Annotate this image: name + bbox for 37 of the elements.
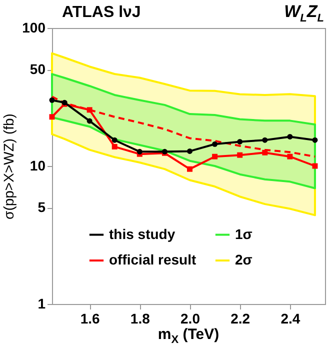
point xyxy=(136,148,142,154)
point xyxy=(112,137,118,143)
legend-label: this study xyxy=(109,226,176,242)
x-tick-label: 2.0 xyxy=(180,310,200,326)
x-tick-label: 1.6 xyxy=(80,310,100,326)
point xyxy=(237,138,243,144)
point xyxy=(262,150,268,156)
point xyxy=(312,163,318,169)
x-tick-label: 1.8 xyxy=(130,310,150,326)
point xyxy=(86,118,92,124)
text: W$_{L}$Z$_{L}$ xyxy=(284,2,324,24)
point xyxy=(237,152,243,158)
point xyxy=(287,154,293,160)
point xyxy=(212,141,218,147)
point xyxy=(312,137,318,143)
point xyxy=(287,134,293,140)
point xyxy=(86,107,92,113)
y-tick-label: 10 xyxy=(30,158,46,174)
x-tick-label: 2.4 xyxy=(280,310,300,326)
point xyxy=(187,166,192,172)
x-tick-label: 2.2 xyxy=(230,310,250,326)
y-tick-label: 100 xyxy=(22,20,46,36)
point xyxy=(187,148,192,154)
point xyxy=(212,154,218,160)
legend-label: official result xyxy=(109,252,196,268)
legend-label: 1σ xyxy=(235,226,253,242)
point xyxy=(262,137,268,143)
point xyxy=(49,97,55,103)
y-tick-label: 50 xyxy=(30,61,46,78)
x-axis-title: m$_{X}$ (TeV) xyxy=(156,326,220,346)
y-tick-label: 5 xyxy=(38,199,46,216)
point xyxy=(112,144,118,150)
point xyxy=(49,114,55,120)
legend-label: 2σ xyxy=(235,252,253,268)
y-tick-label: 1 xyxy=(38,296,46,312)
y-axis-title: σ(pp>X>WZ) (fb) xyxy=(0,114,16,220)
chart-title: ATLAS lνJ xyxy=(62,4,141,22)
